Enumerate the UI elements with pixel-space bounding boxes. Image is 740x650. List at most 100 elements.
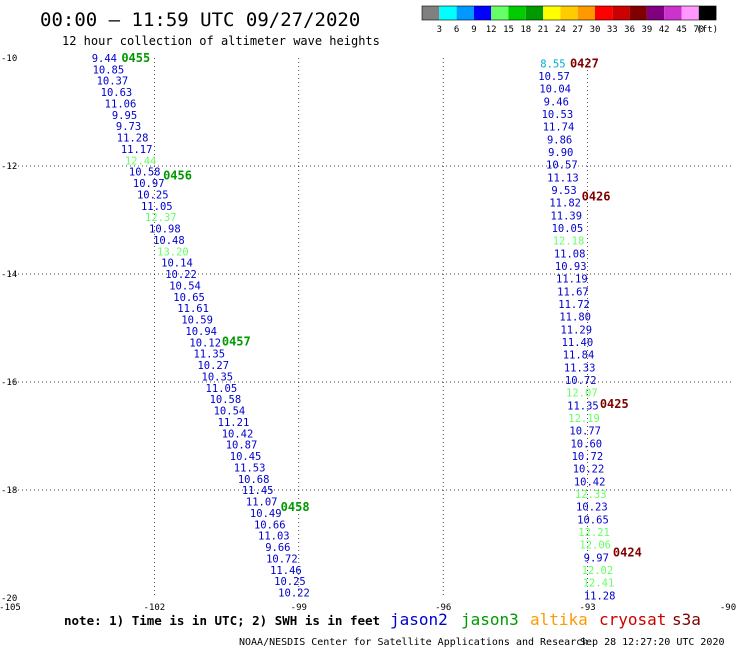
wave-height-value: 9.46 <box>544 96 569 108</box>
legend-swatch <box>543 6 561 20</box>
wave-height-value: 10.94 <box>185 326 217 338</box>
legend-swatch <box>508 6 526 20</box>
legend-swatch <box>664 6 682 20</box>
y-tick-label: -10 <box>1 54 17 64</box>
wave-height-value: 11.06 <box>105 98 137 110</box>
wave-height-value: 10.59 <box>181 315 213 327</box>
wave-height-value: 11.21 <box>218 417 250 429</box>
satellite-name: s3a <box>672 610 701 629</box>
wave-height-value: 11.19 <box>556 274 588 286</box>
wave-height-value: 10.05 <box>552 223 584 235</box>
legend-label: 39 <box>641 25 652 35</box>
y-tick-label: -16 <box>1 378 17 388</box>
wave-height-value: 11.05 <box>141 201 173 213</box>
legend-label: 70 <box>693 25 704 35</box>
wave-height-value: 11.17 <box>121 144 153 156</box>
grid-lines <box>10 58 732 598</box>
x-tick-label: -90 <box>720 603 736 613</box>
wave-height-value: 11.45 <box>242 485 274 497</box>
wave-height-value: 12.37 <box>145 212 177 224</box>
y-tick-label: -14 <box>1 270 17 280</box>
wave-height-value: 10.58 <box>210 394 242 406</box>
wave-height-value: 10.66 <box>254 519 286 531</box>
pass-time-label: 0458 <box>281 500 310 514</box>
wave-height-value: 9.53 <box>551 185 576 197</box>
y-tick-label: -12 <box>1 162 17 172</box>
legend-swatch <box>612 6 630 20</box>
wave-height-value: 10.42 <box>222 428 254 440</box>
wave-height-value: 10.87 <box>226 440 258 452</box>
wave-height-value: 12.07 <box>566 388 598 400</box>
wave-height-value: 10.12 <box>189 337 221 349</box>
legend-label: 6 <box>454 25 459 35</box>
satellite-name: jason2 <box>390 610 448 629</box>
legend-label: 42 <box>659 25 670 35</box>
legend-swatch <box>456 6 474 20</box>
wave-height-value: 10.23 <box>576 502 608 514</box>
wave-height-value: 10.54 <box>214 406 246 418</box>
wave-height-value: 10.04 <box>539 84 571 96</box>
wave-height-value: 12.18 <box>553 236 585 248</box>
satellite-legend: jason2 jason3 altika cryosat s3a <box>390 610 701 629</box>
wave-height-value: 10.35 <box>202 371 234 383</box>
wave-height-value: 10.58 <box>129 167 161 179</box>
wave-height-value: 11.67 <box>557 286 589 298</box>
legend-label: 36 <box>624 25 635 35</box>
wave-height-value: 10.77 <box>569 426 601 438</box>
legend-swatch <box>439 6 457 20</box>
wave-height-value: 10.25 <box>137 189 169 201</box>
legend-label: 15 <box>503 25 514 35</box>
wave-height-value: 10.68 <box>238 474 270 486</box>
wave-height-value: 11.40 <box>562 337 594 349</box>
legend-label: 18 <box>520 25 531 35</box>
wave-height-value: 10.65 <box>173 292 205 304</box>
legend-frame <box>421 5 717 21</box>
wave-height-value: 10.65 <box>577 514 609 526</box>
wave-height-value: 10.25 <box>274 576 306 588</box>
chart-subtitle: 12 hour collection of altimeter wave hei… <box>62 34 380 48</box>
wave-height-value: 10.54 <box>169 280 201 292</box>
wave-height-value: 10.72 <box>572 451 604 463</box>
wave-height-value: 12.33 <box>575 489 607 501</box>
chart-title: 00:00 – 11:59 UTC 09/27/2020 <box>40 9 360 31</box>
wave-height-value: 11.53 <box>234 462 266 474</box>
wave-height-value: 11.35 <box>567 400 599 412</box>
color-legend: 3 6 9 12 15 18 21 24 27 30 33 36 39 42 45 70(ft) <box>421 5 718 35</box>
footnote: note: 1) Time is in UTC; 2) SWH is in fe… <box>64 613 380 628</box>
pass-time-label: 0426 <box>582 189 611 203</box>
wave-height-value: 12.21 <box>578 527 610 539</box>
axis-ticks: -105 -102 -99 -96 -93 -90 -10 -12 -14 -16 -18 -20 <box>0 54 736 613</box>
pass-time-label: 0424 <box>613 546 642 560</box>
wave-height-value: 11.03 <box>258 531 290 543</box>
legend-label: 30 <box>590 25 601 35</box>
wave-height-value: 11.35 <box>193 349 225 361</box>
legend-swatch <box>560 6 578 20</box>
wave-height-value: 11.84 <box>563 350 595 362</box>
satellite-name: jason3 <box>461 610 519 629</box>
wave-height-value: 11.74 <box>543 122 575 134</box>
wave-height-value: 12.06 <box>579 540 611 552</box>
credit-line: NOAA/NESDIS Center for Satellite Applica… <box>239 637 588 648</box>
wave-height-value: 9.73 <box>116 121 141 133</box>
wave-height-value: 11.61 <box>177 303 209 315</box>
wave-height-value: 10.49 <box>250 508 282 520</box>
wave-height-value: 8.55 <box>540 58 565 70</box>
x-tick-label: -93 <box>579 603 595 613</box>
legend-swatch <box>491 6 509 20</box>
wave-height-value: 10.63 <box>101 87 133 99</box>
wave-height-value: 10.93 <box>555 261 587 273</box>
wave-height-value: 12.44 <box>125 155 157 167</box>
wave-height-value: 10.72 <box>565 375 597 387</box>
legend-swatch <box>473 6 492 20</box>
wave-height-value: 11.28 <box>117 133 149 145</box>
wave-height-value: 11.28 <box>584 590 616 602</box>
wave-height-value: 9.44 <box>92 53 117 65</box>
wave-height-value: 10.14 <box>161 258 193 270</box>
wave-height-value: 10.57 <box>538 71 570 83</box>
legend-swatch <box>525 6 544 20</box>
wave-height-value: 10.60 <box>570 438 602 450</box>
wave-height-value: 10.57 <box>546 160 578 172</box>
wave-height-value: 10.53 <box>542 109 574 121</box>
wave-height-value: 9.86 <box>547 134 572 146</box>
wave-height-value: 11.39 <box>550 210 582 222</box>
